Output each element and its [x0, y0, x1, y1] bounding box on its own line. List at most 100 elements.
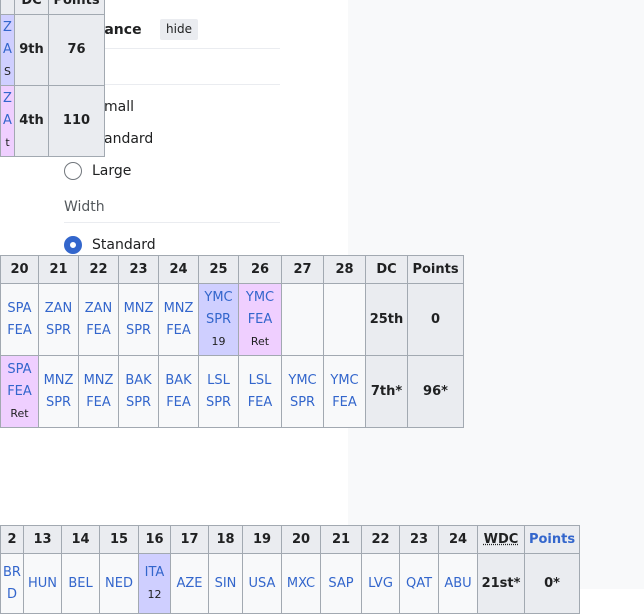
race-text[interactable]: SPA [7, 361, 32, 377]
header-cell: 13 [23, 525, 62, 554]
race-text[interactable]: Z [3, 91, 12, 106]
radio-label: Standard [92, 237, 156, 253]
race-text[interactable]: SPR [125, 322, 152, 338]
header-cell: 27 [281, 255, 324, 284]
race-text[interactable]: ZAN [84, 300, 113, 316]
race-text[interactable]: SPA [7, 300, 32, 316]
race-text[interactable]: A [3, 42, 12, 57]
points-cell: 0* [524, 553, 580, 614]
race-text[interactable]: FEA [332, 394, 357, 410]
race-cell: MNZ SPR [118, 283, 159, 356]
race-text[interactable]: LSL [248, 372, 272, 388]
header-cell: 25 [198, 255, 239, 284]
header-cell: 26 [238, 255, 282, 284]
header-cell: 2 [0, 525, 24, 554]
race-text[interactable]: YMC [288, 372, 317, 388]
race-cell: SPA FEA [0, 283, 39, 356]
race-text[interactable]: MNZ [123, 300, 154, 316]
race-text[interactable]: BEL [68, 575, 93, 591]
radio-label: mall [104, 99, 134, 115]
race-text[interactable]: SPR [125, 394, 152, 410]
race-text[interactable]: MXC [286, 575, 316, 591]
race-text[interactable]: SPR [45, 394, 72, 410]
race-text[interactable]: FEA [166, 394, 191, 410]
header-cell: WDC [477, 525, 525, 554]
race-text[interactable]: FEA [86, 322, 111, 338]
race-text[interactable]: A [3, 113, 12, 128]
race-text[interactable]: SPR [45, 322, 72, 338]
race-text: Ret [250, 334, 270, 348]
points-cell: 76 [48, 14, 105, 86]
header-cell: Points [407, 255, 464, 284]
race-text: 19 [211, 334, 226, 348]
header-text: 26 [250, 262, 270, 277]
dc-text: 9th [19, 42, 44, 57]
header-text: 24 [448, 532, 468, 547]
header-text: 25 [209, 262, 228, 277]
race-text[interactable]: SIN [214, 575, 237, 591]
header-cell: DC [365, 255, 408, 284]
width-label: Width [64, 199, 105, 215]
header-text: 23 [409, 532, 429, 547]
header-text: 17 [180, 532, 199, 547]
header-cell: Points [48, 0, 105, 15]
separator [64, 84, 280, 85]
race-text[interactable]: ABU [444, 575, 472, 591]
header-text: 19 [252, 532, 272, 547]
header-text: 18 [216, 532, 235, 547]
header-cell: 20 [281, 525, 321, 554]
race-text[interactable]: FEA [247, 394, 273, 410]
race-cell [281, 283, 324, 356]
header-cell: 15 [99, 525, 139, 554]
race-text[interactable]: FEA [86, 394, 111, 410]
race-text[interactable]: YMC [330, 372, 359, 388]
race-text[interactable]: BAK [165, 372, 192, 388]
hide-button[interactable]: hide [160, 19, 198, 40]
race-text[interactable]: D [6, 586, 17, 602]
race-text[interactable]: FEA [247, 311, 273, 327]
race-text[interactable]: LSL [207, 372, 230, 388]
radio-large[interactable] [64, 162, 82, 180]
race-cell: BEL [61, 553, 100, 614]
race-text: t [5, 136, 10, 149]
header-cell: 21 [320, 525, 362, 554]
points-text: 96* [423, 383, 448, 399]
race-text[interactable]: QAT [405, 575, 433, 591]
radio-width-standard[interactable] [64, 236, 82, 254]
race-text[interactable]: MNZ [43, 372, 74, 388]
race-text[interactable]: LVG [368, 575, 393, 591]
race-text[interactable]: FEA [166, 322, 191, 338]
race-text[interactable]: SAP [328, 575, 354, 591]
race-text[interactable]: FEA [7, 322, 32, 338]
header-cell: 22 [361, 525, 400, 554]
race-cell: SIN [208, 553, 243, 614]
header-text: WDC [483, 532, 519, 547]
race-text[interactable]: YMC [204, 289, 233, 305]
race-text[interactable]: MNZ [163, 300, 194, 316]
race-text[interactable]: BAK [125, 372, 152, 388]
race-text[interactable]: SPR [289, 394, 316, 410]
header-cell: 24 [438, 525, 478, 554]
race-text[interactable]: SPR [205, 394, 232, 410]
header-cell: 24 [158, 255, 199, 284]
race-text[interactable]: FEA [7, 383, 32, 399]
header-text: Points [412, 262, 459, 277]
race-text[interactable]: 12 [147, 587, 162, 601]
race-text[interactable]: SPR [205, 311, 232, 327]
race-cell: SPA FEA Ret [0, 355, 39, 428]
race-text[interactable]: AZE [176, 575, 203, 591]
race-text[interactable]: MNZ [83, 372, 114, 388]
dc-text: 4th [19, 113, 44, 128]
race-text[interactable]: BR [3, 564, 21, 580]
dc-cell: 9th [14, 14, 49, 86]
race-text[interactable]: HUN [27, 575, 57, 591]
race-text[interactable]: NED [105, 575, 133, 591]
header-cell: 23 [118, 255, 159, 284]
race-text[interactable]: Z [3, 20, 12, 35]
points-cell: 110 [48, 85, 105, 157]
race-text[interactable]: USA [248, 575, 276, 591]
race-text[interactable]: ITA [144, 564, 165, 580]
race-text[interactable]: ZAN [44, 300, 73, 316]
race-cell: LSL FEA [238, 355, 282, 428]
race-text[interactable]: YMC [245, 289, 275, 305]
